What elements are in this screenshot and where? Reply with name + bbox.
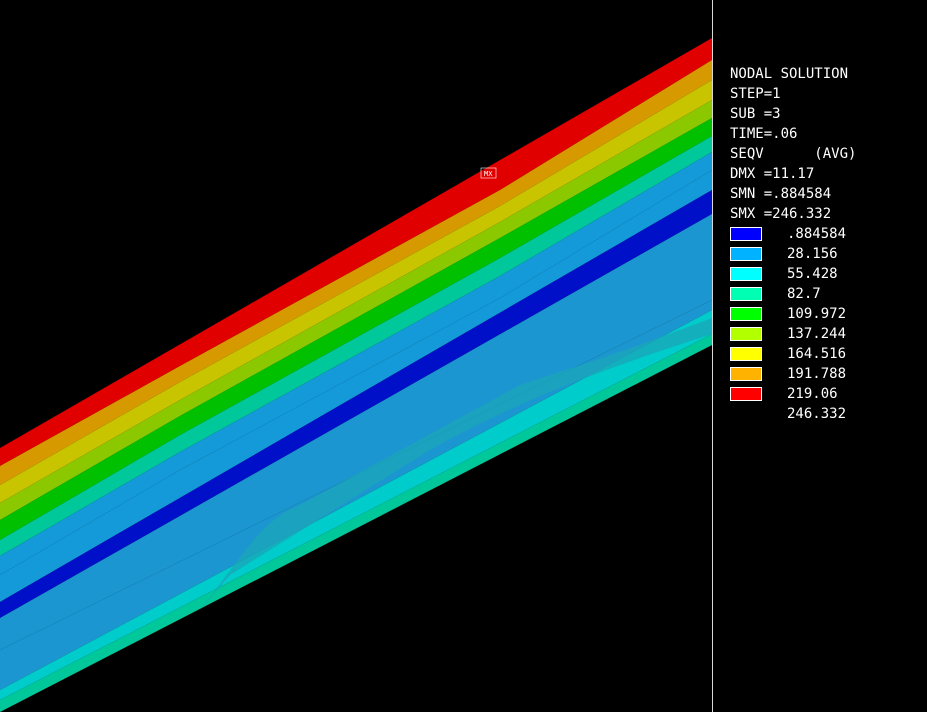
legend-swatch [730,247,762,261]
legend-row: 191.788 [730,364,920,384]
band-yellow-green [0,100,712,520]
viewport-divider [712,0,713,712]
legend-row: 82.7 [730,284,920,304]
max-marker-label: MX [484,170,493,178]
legend-level-label: 191.788 [787,366,847,382]
legend-level-label: 137.244 [787,326,847,342]
quantity-label: SEQV (AVG) [730,146,857,162]
band-green [0,118,712,540]
time-value: TIME=.06 [730,126,798,142]
legend-row: 219.06 [730,384,920,404]
band-orange [0,60,712,485]
legend-row: 109.972 [730,304,920,324]
substep-value: SUB =3 [730,106,781,122]
step-value: STEP=1 [730,86,781,102]
legend-level-label: 55.428 [787,266,838,282]
legend-level-label: 219.06 [787,386,838,402]
legend-level-label: 164.516 [787,346,847,362]
legend-level-label: 82.7 [787,286,821,302]
band-dark-blue [0,190,712,618]
legend-swatch [730,327,762,341]
max-marker-box [480,167,497,179]
stress-contour-bands [0,38,712,712]
band-edge-green [0,334,712,712]
legend-row: 164.516 [730,344,920,364]
band-red [0,38,712,466]
legend-level-label: 246.332 [787,406,847,422]
legend-row: 28.156 [730,244,920,264]
smx-value: SMX =246.332 [730,206,832,222]
band-teal-lobe [200,318,712,610]
legend-level-label: 109.972 [787,306,847,322]
solution-title: NODAL SOLUTION [730,66,849,82]
dmx-value: DMX =11.17 [730,166,815,182]
smn-value: SMN =.884584 [730,186,832,202]
legend-swatch [730,227,762,241]
band-light-blue-2 [0,170,712,602]
legend-row: 55.428 [730,264,920,284]
legend-panel: NODAL SOLUTION STEP=1 SUB =3 TIME=.06 SE… [713,0,927,712]
legend-row: 137.244 [730,324,920,344]
legend-swatch [730,267,762,281]
legend-level-label: .884584 [787,226,847,242]
legend-swatch [730,387,762,401]
legend-row: .884584 [730,224,920,244]
band-aqua-green [0,136,712,556]
band-mid-blue [0,214,712,650]
band-cyan [0,310,712,700]
legend-swatch [730,347,762,361]
band-yellow [0,80,712,503]
legend-row: 246.332 [730,404,920,424]
legend-swatch [730,287,762,301]
contour-plot-viewport: MX [0,38,712,712]
legend-swatch [730,307,762,321]
legend-level-label: 28.156 [787,246,838,262]
legend-swatch [730,367,762,381]
band-light-blue [0,152,712,575]
